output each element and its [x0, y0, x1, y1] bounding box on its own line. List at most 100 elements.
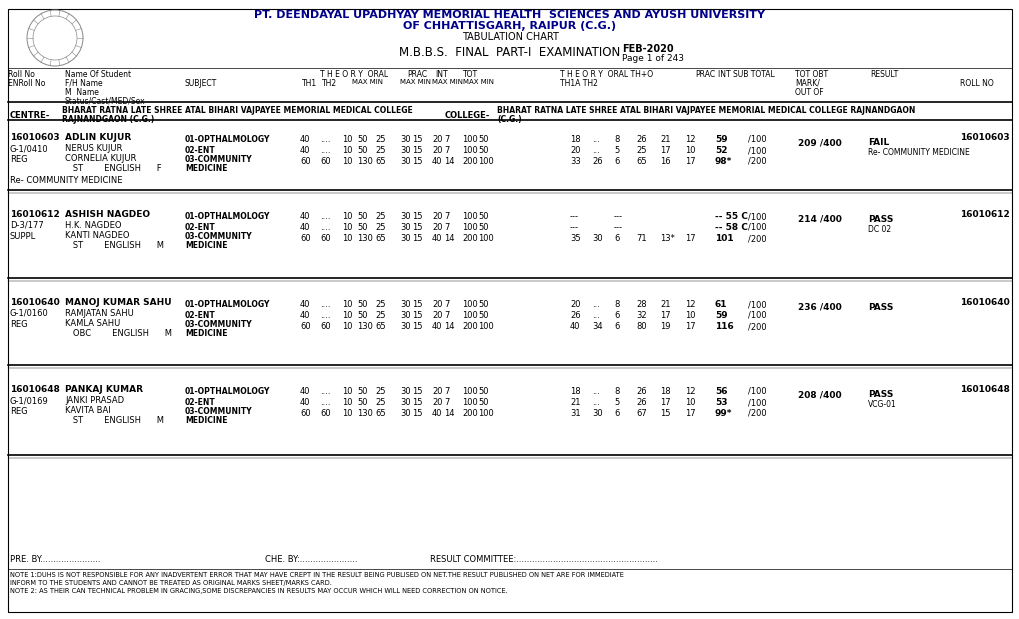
Text: 14: 14 — [443, 157, 454, 166]
Text: 50: 50 — [357, 135, 367, 144]
Text: 15: 15 — [412, 146, 422, 155]
Text: RAMJATAN SAHU: RAMJATAN SAHU — [65, 309, 133, 318]
Text: OBC        ENGLISH      M: OBC ENGLISH M — [65, 329, 172, 338]
Text: 71: 71 — [636, 234, 646, 243]
Text: 16010612: 16010612 — [959, 210, 1009, 219]
Text: 14: 14 — [443, 234, 454, 243]
Text: 30: 30 — [399, 311, 411, 320]
Text: 25: 25 — [375, 146, 385, 155]
Text: T H E O R Y  ORAL TH+O: T H E O R Y ORAL TH+O — [559, 70, 652, 79]
Text: 20: 20 — [432, 311, 442, 320]
Text: 01-OPTHALMOLOGY: 01-OPTHALMOLOGY — [184, 387, 270, 396]
Text: 10: 10 — [685, 311, 695, 320]
Text: 12: 12 — [685, 135, 695, 144]
Text: 10: 10 — [341, 234, 353, 243]
Text: 20: 20 — [432, 212, 442, 221]
Text: 100: 100 — [462, 135, 477, 144]
Text: 20: 20 — [432, 135, 442, 144]
Text: 40: 40 — [432, 234, 442, 243]
Text: 02-ENT: 02-ENT — [184, 398, 216, 407]
Text: KAVITA BAI: KAVITA BAI — [65, 406, 111, 415]
Text: 30: 30 — [399, 223, 411, 232]
Text: 209 /400: 209 /400 — [797, 138, 841, 147]
Text: CORNELIA KUJUR: CORNELIA KUJUR — [65, 154, 137, 163]
Text: Page 1 of 243: Page 1 of 243 — [622, 54, 684, 63]
Text: 02-ENT: 02-ENT — [184, 146, 216, 155]
Text: 59: 59 — [714, 311, 727, 320]
Text: 20: 20 — [432, 300, 442, 309]
Text: 60: 60 — [300, 409, 311, 418]
Text: ....: .... — [320, 212, 330, 221]
Text: 30: 30 — [399, 157, 411, 166]
Text: ...: ... — [591, 146, 599, 155]
Text: 80: 80 — [636, 322, 646, 331]
Text: 60: 60 — [320, 157, 330, 166]
Text: 116: 116 — [714, 322, 733, 331]
Text: G-1/0160: G-1/0160 — [10, 309, 49, 318]
Text: 200: 200 — [462, 157, 477, 166]
Text: 50: 50 — [357, 212, 367, 221]
Text: 50: 50 — [478, 135, 488, 144]
Text: KAMLA SAHU: KAMLA SAHU — [65, 319, 120, 328]
Text: 50: 50 — [478, 311, 488, 320]
Text: ....: .... — [320, 311, 330, 320]
Text: ST        ENGLISH      M: ST ENGLISH M — [65, 416, 164, 425]
Text: CENTRE-: CENTRE- — [10, 111, 50, 120]
Text: 50: 50 — [357, 398, 367, 407]
Text: MARK/: MARK/ — [794, 79, 819, 88]
Text: ASHISH NAGDEO: ASHISH NAGDEO — [65, 210, 150, 219]
Text: 03-COMMUNITY: 03-COMMUNITY — [184, 232, 253, 241]
Text: 28: 28 — [636, 300, 646, 309]
Text: 100: 100 — [462, 398, 477, 407]
Text: 30: 30 — [591, 234, 602, 243]
Text: 200: 200 — [462, 322, 477, 331]
Text: FEB-2020: FEB-2020 — [622, 44, 673, 54]
Text: 30: 30 — [399, 212, 411, 221]
Text: 26: 26 — [591, 157, 602, 166]
Text: 25: 25 — [375, 398, 385, 407]
Text: 60: 60 — [300, 157, 311, 166]
Text: ADLIN KUJUR: ADLIN KUJUR — [65, 133, 131, 142]
Text: Name Of Student: Name Of Student — [65, 70, 131, 79]
Text: TOT: TOT — [463, 70, 478, 79]
Text: 34: 34 — [591, 322, 602, 331]
Text: 02-ENT: 02-ENT — [184, 311, 216, 320]
Text: 30: 30 — [399, 409, 411, 418]
Text: 59: 59 — [714, 135, 727, 144]
Text: 40: 40 — [300, 300, 310, 309]
Text: 30: 30 — [399, 322, 411, 331]
Text: MAX MIN: MAX MIN — [463, 79, 493, 85]
Text: NERUS KUJUR: NERUS KUJUR — [65, 144, 122, 153]
Text: /200: /200 — [747, 234, 766, 243]
Text: G-1/0169: G-1/0169 — [10, 396, 49, 405]
Text: 6: 6 — [613, 409, 619, 418]
Text: 25: 25 — [375, 300, 385, 309]
Text: 130: 130 — [357, 409, 373, 418]
Text: 100: 100 — [478, 322, 493, 331]
Text: 6: 6 — [613, 322, 619, 331]
Text: ROLL NO: ROLL NO — [959, 79, 993, 88]
Text: ...: ... — [591, 398, 599, 407]
Text: ---: --- — [613, 212, 623, 221]
Text: Roll No: Roll No — [8, 70, 35, 79]
Text: 10: 10 — [341, 311, 353, 320]
Text: NOTE 2: AS THEIR CAN TECHNICAL PROBLEM IN GRACING,SOME DISCREPANCIES IN RESULTS : NOTE 2: AS THEIR CAN TECHNICAL PROBLEM I… — [10, 588, 507, 594]
Text: MEDICINE: MEDICINE — [184, 416, 227, 425]
Text: 100: 100 — [462, 387, 477, 396]
Text: PASS: PASS — [867, 215, 893, 224]
Text: SUPPL: SUPPL — [10, 232, 37, 241]
Text: 33: 33 — [570, 157, 580, 166]
Text: 13*: 13* — [659, 234, 675, 243]
Text: 30: 30 — [591, 409, 602, 418]
Text: /100: /100 — [747, 387, 766, 396]
Text: 30: 30 — [399, 387, 411, 396]
Text: 40: 40 — [300, 311, 310, 320]
Text: 65: 65 — [375, 234, 385, 243]
Text: PANKAJ KUMAR: PANKAJ KUMAR — [65, 385, 143, 394]
Text: 6: 6 — [613, 234, 619, 243]
Text: Status/Cast/MED/Sex: Status/Cast/MED/Sex — [65, 97, 146, 106]
Text: ...: ... — [591, 300, 599, 309]
Text: MAX MIN: MAX MIN — [352, 79, 382, 85]
Text: MEDICINE: MEDICINE — [184, 241, 227, 250]
Text: 53: 53 — [714, 398, 727, 407]
